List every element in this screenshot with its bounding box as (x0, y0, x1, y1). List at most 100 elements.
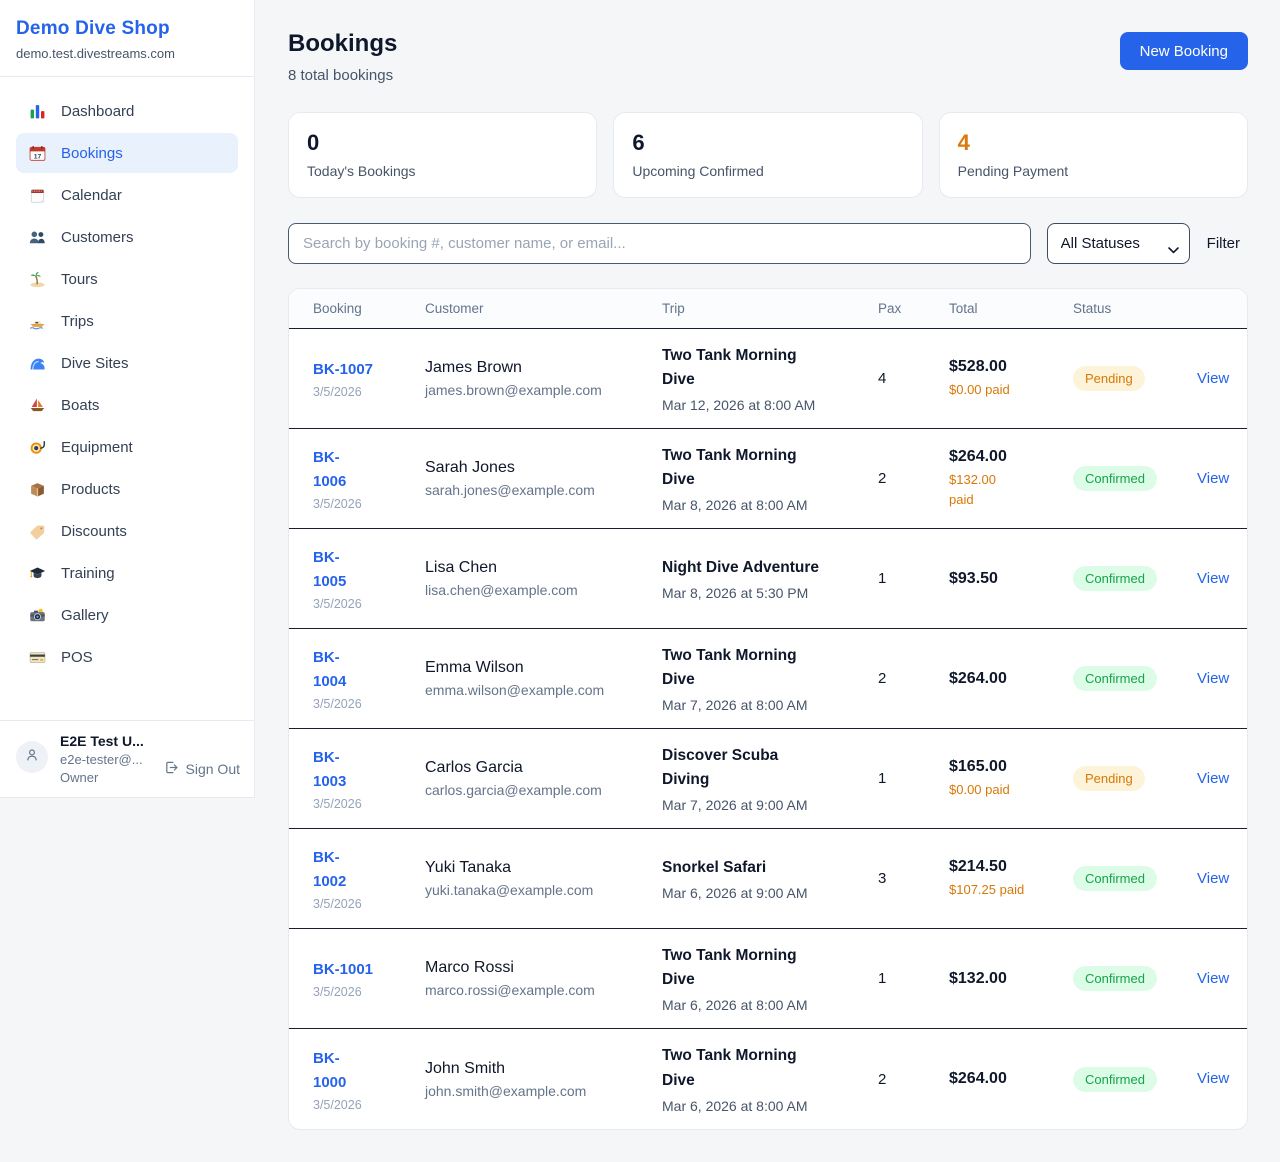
booking-id-link[interactable]: BK- 1003 (313, 749, 347, 790)
sidebar-item-customers[interactable]: Customers (16, 217, 238, 257)
shop-domain: demo.test.divestreams.com (16, 46, 175, 61)
trip-name: Two Tank Morning Dive (662, 346, 797, 388)
booking-id-link[interactable]: BK-1001 (313, 961, 374, 978)
view-link[interactable]: View (1197, 569, 1230, 587)
island-icon (29, 271, 46, 288)
sidebar-item-products[interactable]: Products (16, 469, 238, 509)
trip-name: Discover Scuba Diving (662, 746, 779, 788)
pax-count: 3 (878, 870, 887, 887)
view-link[interactable]: View (1197, 369, 1230, 387)
total-amount: $528.00 (949, 357, 1007, 375)
booking-id-link[interactable]: BK- 1006 (313, 449, 347, 490)
sidebar-item-dashboard[interactable]: Dashboard (16, 91, 238, 131)
sidebar-item-label: Dashboard (61, 102, 135, 120)
sidebar-item-label: Equipment (61, 438, 133, 456)
sidebar-item-bookings[interactable]: 17 Bookings (16, 133, 238, 173)
booking-date: 3/5/2026 (313, 697, 362, 711)
trip-datetime: Mar 7, 2026 at 8:00 AM (662, 697, 808, 714)
sidebar-item-training[interactable]: Training (16, 553, 238, 593)
trip-name: Two Tank Morning Dive (662, 646, 797, 688)
booking-id-link[interactable]: BK- 1004 (313, 649, 347, 690)
sign-out-icon (164, 760, 179, 778)
sidebar-item-discounts[interactable]: Discounts (16, 511, 238, 551)
user-email: e2e-tester@... (60, 752, 143, 767)
sidebar-item-boats[interactable]: Boats (16, 385, 238, 425)
customer-email: sarah.jones@example.com (425, 482, 595, 498)
booking-date: 3/5/2026 (313, 897, 362, 911)
paid-amount: $107.25 paid (949, 881, 1025, 897)
sidebar-item-label: Training (61, 564, 115, 582)
sidebar-item-pos[interactable]: POS (16, 637, 238, 677)
sidebar-item-gallery[interactable]: Gallery (16, 595, 238, 635)
booking-date: 3/5/2026 (313, 597, 362, 611)
customer-email: emma.wilson@example.com (425, 682, 605, 698)
customer-name: Carlos Garcia (425, 759, 523, 776)
total-amount: $93.50 (949, 569, 998, 587)
pax-count: 4 (878, 370, 887, 387)
status-select[interactable]: All Statuses (1046, 223, 1190, 264)
view-link[interactable]: View (1197, 1070, 1230, 1087)
sidebar-item-label: Discounts (61, 522, 127, 540)
table-row: BK- 1005 3/5/2026 Lisa Chen lisa.chen@ex… (289, 529, 1247, 629)
column-header-trip: Trip (662, 301, 685, 316)
sidebar-item-label: Boats (61, 396, 100, 414)
customer-name: Marco Rossi (425, 959, 514, 976)
status-badge: Confirmed (1073, 1066, 1157, 1092)
sign-out-button[interactable]: Sign Out (164, 753, 240, 785)
trip-datetime: Mar 7, 2026 at 9:00 AM (662, 797, 808, 814)
table-row: BK- 1004 3/5/2026 Emma Wilson emma.wilso… (289, 629, 1247, 729)
sidebar-item-label: Customers (61, 228, 134, 246)
view-link[interactable]: View (1197, 869, 1230, 887)
status-select-wrap: All Statuses (1046, 223, 1190, 264)
main-content: Bookings 8 total bookings New Booking 0 … (256, 0, 1280, 1162)
booking-id-link[interactable]: BK- 1002 (313, 849, 347, 890)
stat-value: 4 (957, 130, 970, 155)
sidebar-item-dive-sites[interactable]: Dive Sites (16, 343, 238, 383)
status-badge: Confirmed (1073, 966, 1157, 991)
stat-label: Today's Bookings (307, 163, 416, 179)
view-link[interactable]: View (1197, 769, 1230, 787)
table-row: BK- 1000 3/5/2026 John Smith john.smith@… (289, 1029, 1247, 1129)
view-link[interactable]: View (1197, 669, 1230, 687)
booking-id-link[interactable]: BK- 1000 (313, 1049, 347, 1091)
booking-id-link[interactable]: BK- 1005 (313, 549, 347, 590)
new-booking-button[interactable]: New Booking (1119, 32, 1248, 70)
customer-email: marco.rossi@example.com (425, 982, 595, 998)
customer-name: Sarah Jones (425, 459, 515, 476)
stat-card-pending-payment: 4 Pending Payment (938, 112, 1248, 198)
svg-text:17: 17 (34, 153, 42, 160)
table-header-row: Booking Customer Trip Pax Total Status (289, 289, 1247, 329)
trip-name: Two Tank Morning Dive (662, 1047, 797, 1089)
status-badge: Confirmed (1073, 466, 1157, 491)
sidebar-item-equipment[interactable]: Equipment (16, 427, 238, 467)
trip-name: Two Tank Morning Dive (662, 946, 797, 988)
booking-date: 3/5/2026 (313, 385, 362, 399)
sidebar-item-trips[interactable]: Trips (16, 301, 238, 341)
graduation-cap-icon (29, 565, 46, 582)
stat-card-todays-bookings: 0 Today's Bookings (288, 112, 598, 198)
user-name: E2E Test U... (60, 733, 144, 749)
dive-mask-icon (29, 439, 46, 456)
calendar-date-icon: 17 (29, 145, 46, 162)
booking-date: 3/5/2026 (313, 797, 362, 811)
wave-icon (29, 355, 46, 372)
table-row: BK- 1002 3/5/2026 Yuki Tanaka yuki.tanak… (289, 829, 1247, 929)
trip-datetime: Mar 8, 2026 at 5:30 PM (662, 585, 809, 601)
camera-icon (29, 607, 46, 624)
total-amount: $132.00 (949, 969, 1007, 987)
user-role: Owner (60, 770, 99, 785)
view-link[interactable]: View (1197, 969, 1230, 987)
stats-row: 0 Today's Bookings 6 Upcoming Confirmed … (288, 112, 1248, 198)
column-header-booking: Booking (313, 301, 362, 316)
sidebar-item-tours[interactable]: Tours (16, 259, 238, 299)
booking-id-link[interactable]: BK-1007 (313, 361, 374, 378)
view-link[interactable]: View (1197, 469, 1230, 487)
page-header: Bookings 8 total bookings New Booking (288, 30, 1248, 84)
pax-count: 1 (878, 770, 887, 787)
sidebar-item-calendar[interactable]: Calendar (16, 175, 238, 215)
trip-name: Snorkel Safari (662, 858, 767, 876)
total-amount: $264.00 (949, 448, 1007, 465)
search-input[interactable] (288, 223, 1031, 264)
stat-card-upcoming-confirmed: 6 Upcoming Confirmed (613, 112, 923, 198)
filter-button[interactable]: Filter (1206, 235, 1240, 252)
